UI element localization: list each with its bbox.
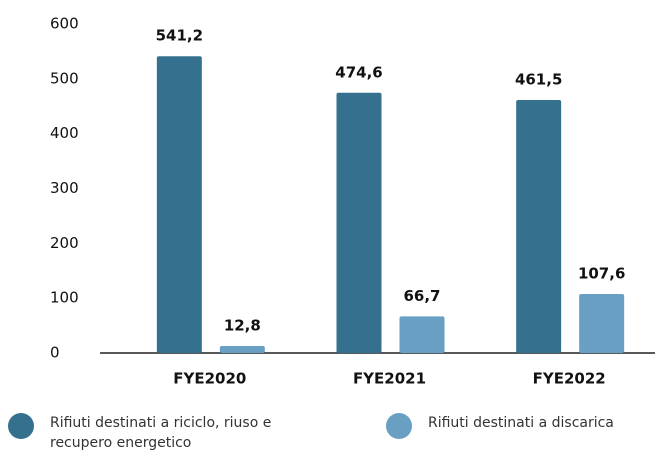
legend-item: Rifiuti destinati a riciclo, riuso e rec… bbox=[8, 413, 310, 453]
legend-item: Rifiuti destinati a discarica bbox=[386, 413, 659, 439]
x-tick-label: FYE2022 bbox=[533, 370, 606, 388]
y-tick-label: 100 bbox=[50, 289, 79, 307]
value-label: 12,8 bbox=[224, 316, 261, 334]
legend-swatch bbox=[8, 413, 34, 439]
bar bbox=[336, 92, 382, 354]
y-tick-label: 300 bbox=[50, 179, 79, 197]
legend-swatch bbox=[386, 413, 412, 439]
value-label: 66,7 bbox=[403, 287, 440, 305]
y-tick-label: 200 bbox=[50, 234, 79, 252]
legend-label: Rifiuti destinati a riciclo, riuso e rec… bbox=[50, 415, 272, 451]
value-label: 107,6 bbox=[578, 264, 625, 282]
bar bbox=[516, 99, 562, 353]
bar bbox=[579, 293, 625, 353]
bar bbox=[156, 56, 202, 353]
value-label: 541,2 bbox=[156, 27, 203, 45]
y-tick-label: 400 bbox=[50, 124, 79, 142]
legend-label: Rifiuti destinati a discarica bbox=[428, 415, 614, 431]
bar bbox=[399, 316, 445, 353]
bar bbox=[219, 345, 265, 353]
x-tick-label: FYE2021 bbox=[353, 370, 426, 388]
value-label: 474,6 bbox=[335, 63, 382, 81]
y-tick-label: 0 bbox=[50, 344, 60, 362]
y-tick-label: 500 bbox=[50, 69, 79, 87]
value-label: 461,5 bbox=[515, 70, 562, 88]
y-tick-label: 600 bbox=[50, 15, 79, 33]
x-tick-label: FYE2020 bbox=[173, 370, 246, 388]
chart: 0 100 200 300 400 500 600 FYE2020 541,2 12,8 FYE20… bbox=[50, 15, 655, 388]
